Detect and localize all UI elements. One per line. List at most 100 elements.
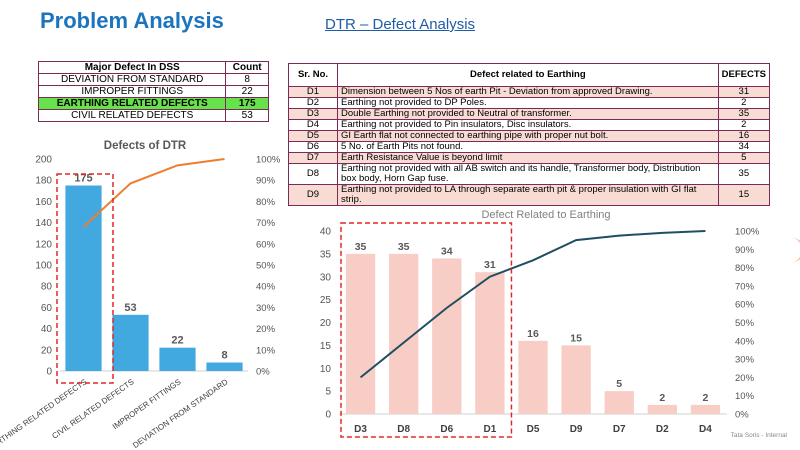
x-tick-label: D2	[656, 424, 669, 435]
y-tick-label: 20	[41, 345, 53, 356]
y2-tick-label: 60%	[735, 300, 755, 311]
cumulative-line	[82, 158, 225, 228]
data-label: 35	[355, 241, 367, 253]
data-label: 15	[570, 332, 582, 344]
defect-count-cell: 35	[717, 163, 771, 185]
y-tick-label: 30	[320, 272, 332, 283]
defect-count-cell: 5	[717, 152, 771, 164]
classification-label: Tata Soris - Internal	[731, 432, 788, 439]
x-tick-label: D7	[613, 424, 626, 435]
section-subtitle[interactable]: DTR – Defect Analysis	[325, 16, 476, 33]
decorative-arc	[790, 238, 800, 262]
y2-tick-label: 40%	[735, 336, 755, 347]
x-tick-label: D4	[699, 424, 712, 435]
defect-table-row: D3 Double Earthing not provided to Neutra…	[288, 108, 771, 120]
y2-tick-label: 70%	[735, 281, 755, 292]
x-tick-label: D6	[440, 424, 453, 435]
bar	[475, 272, 505, 414]
y-tick-label: 40	[41, 324, 53, 335]
dss-defect-table: Major Defect In DSS Count DEVIATION FROM…	[37, 61, 269, 122]
defect-table-row: D2 Earthing not provided to DP Poles. 2	[288, 97, 771, 109]
data-label: 35	[398, 241, 410, 253]
y-tick-label: 0	[325, 410, 331, 421]
defect-table-row: D5 GI Earth flat not connected to earthin…	[288, 130, 771, 142]
data-label: 2	[659, 392, 665, 404]
dss-table-row: IMPROPER FITTINGS 22	[37, 85, 269, 98]
x-tick-label: D8	[397, 424, 410, 435]
y-tick-label: 25	[320, 295, 332, 306]
y-tick-label: 200	[35, 155, 52, 166]
defect-table-row: D9 Earthing not provided to LA through se…	[288, 184, 771, 206]
y2-tick-label: 80%	[256, 197, 276, 208]
y2-tick-label: 10%	[735, 391, 755, 402]
page-title: Problem Analysis	[40, 8, 224, 33]
y-tick-label: 100	[35, 261, 52, 272]
cumulative-line	[359, 230, 706, 379]
y2-tick-label: 50%	[735, 318, 755, 329]
y-tick-label: 180	[35, 176, 52, 187]
bar	[432, 258, 462, 414]
y-tick-label: 5	[325, 387, 331, 398]
y2-tick-label: 30%	[735, 355, 755, 366]
data-label: 8	[221, 350, 227, 362]
bar	[604, 391, 634, 414]
y2-tick-label: 100%	[256, 155, 281, 166]
y2-tick-label: 20%	[735, 373, 755, 384]
bar	[112, 314, 149, 371]
data-label: 22	[171, 335, 183, 347]
defect-table-row: D6 5 No. of Earth Pits not found. 34	[288, 141, 771, 153]
y-tick-label: 20	[320, 318, 332, 329]
y2-tick-label: 0%	[735, 410, 749, 421]
chart-title: Defect Related to Earthing	[481, 209, 610, 221]
y2-tick-label: 70%	[256, 218, 276, 229]
x-tick-label: D3	[354, 424, 367, 435]
chart-title: Defects of DTR	[104, 140, 187, 152]
defect-count-cell: 15	[717, 184, 771, 206]
dss-header-count: Count	[225, 61, 269, 74]
dss-table-row: CIVIL RELATED DEFECTS 53	[37, 109, 269, 122]
y2-tick-label: 50%	[256, 261, 276, 272]
dss-count-cell: 53	[225, 109, 269, 122]
y-tick-label: 0	[46, 367, 52, 378]
data-label: 34	[441, 245, 453, 257]
y2-tick-label: 100%	[735, 227, 760, 238]
y2-tick-label: 90%	[735, 245, 755, 256]
defect-header-desc: Defect related to Earthing	[337, 63, 719, 87]
highlight-box	[56, 173, 114, 384]
data-label: 31	[484, 259, 496, 271]
bar	[561, 345, 591, 414]
bar	[345, 253, 376, 414]
y-tick-label: 10	[320, 364, 332, 375]
bar	[206, 362, 243, 371]
x-tick-label: D9	[570, 424, 583, 435]
y2-tick-label: 20%	[256, 324, 276, 335]
dss-count-cell: 175	[225, 97, 269, 110]
defect-sr-cell: D9	[288, 184, 338, 206]
bar	[159, 347, 196, 371]
data-label: 2	[703, 392, 709, 404]
x-tick-label: D1	[483, 424, 496, 435]
defect-header-sr: Sr. No.	[288, 63, 338, 87]
y-tick-label: 35	[320, 249, 332, 260]
y-tick-label: 60	[41, 303, 53, 314]
y2-tick-label: 60%	[256, 239, 276, 250]
bar	[518, 340, 548, 414]
defect-desc-cell: Earthing not provided to LA through sepa…	[337, 184, 719, 206]
bar	[647, 404, 677, 414]
y2-tick-label: 40%	[256, 282, 276, 293]
dss-header-defect: Major Defect In DSS	[37, 61, 227, 74]
y2-tick-label: 30%	[256, 303, 276, 314]
data-label: 5	[616, 378, 622, 390]
dss-defect-cell: CIVIL RELATED DEFECTS	[37, 109, 227, 122]
y-tick-label: 15	[320, 341, 332, 352]
defect-table-row: D8 Earthing not provided with all AB swit…	[288, 163, 771, 185]
y-tick-label: 140	[35, 218, 52, 229]
y2-tick-label: 0%	[256, 367, 270, 378]
y-tick-label: 80	[41, 282, 53, 293]
y2-tick-label: 90%	[256, 176, 276, 187]
x-tick-label: D5	[527, 424, 540, 435]
bar	[690, 404, 721, 414]
data-label: 175	[74, 173, 92, 185]
